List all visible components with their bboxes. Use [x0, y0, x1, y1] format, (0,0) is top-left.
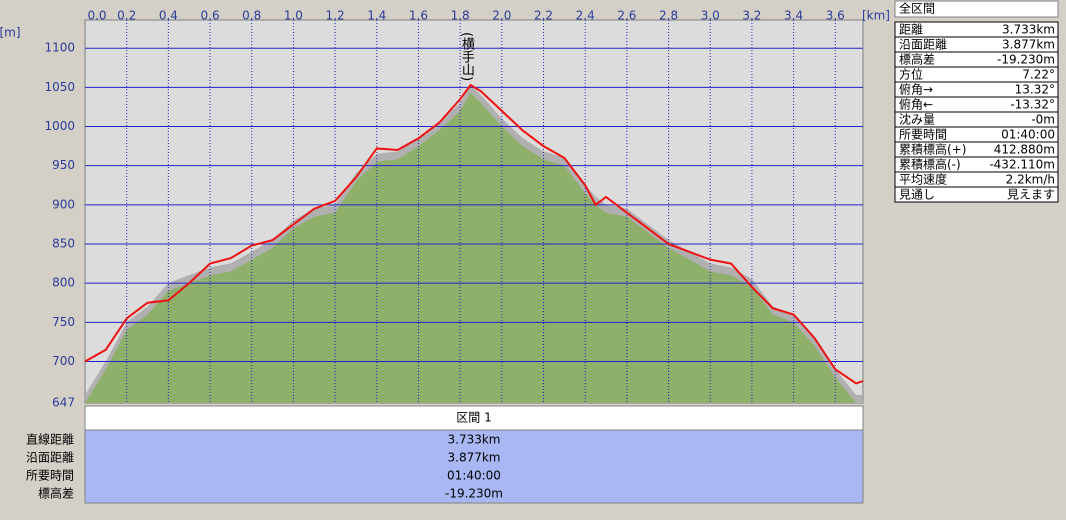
- x-tick-label: 0.6: [201, 9, 220, 23]
- summary-title: 全区間: [899, 1, 935, 16]
- x-tick-label: 3.6: [826, 9, 845, 23]
- y-tick-label: 1100: [44, 41, 75, 55]
- row-value: 3.733km: [448, 433, 501, 447]
- section-header-bg: [84, 405, 864, 431]
- row-label: 沿面距離: [26, 451, 74, 465]
- summary-value: 3.733km: [1002, 23, 1055, 37]
- section-header: 区間 1: [456, 411, 491, 425]
- x-tick-label: 1.2: [326, 9, 345, 23]
- summary-label: 沈み量: [899, 112, 935, 127]
- y-unit-label: [m]: [0, 26, 21, 40]
- x-tick-label: 0.0: [87, 9, 106, 23]
- y-tick-label: 700: [52, 354, 75, 368]
- summary-label: 累積標高(-): [899, 157, 961, 172]
- summary-label: 俯角→: [899, 82, 933, 97]
- summary-label: 平均速度: [899, 172, 947, 187]
- summary-value: 412.880m: [994, 143, 1055, 157]
- summary-label: 見通し: [899, 188, 935, 202]
- x-tick-label: 3.4: [784, 9, 803, 23]
- summary-value: 見えます: [1007, 188, 1055, 202]
- y-tick-label: 1000: [44, 119, 75, 133]
- x-tick-label: 1.6: [409, 9, 428, 23]
- row-label: 標高差: [38, 486, 74, 501]
- section-body-bg: [84, 429, 864, 504]
- x-tick-label: 0.8: [242, 9, 261, 23]
- summary-label: 方位: [899, 67, 923, 82]
- summary-value: -0m: [1031, 113, 1055, 127]
- y-tick-label: 647: [52, 396, 75, 410]
- x-tick-label: 2.2: [534, 9, 553, 23]
- y-tick-label: 800: [52, 276, 75, 290]
- summary-value: -13.32°: [1010, 98, 1055, 112]
- summary-title-bg: [894, 0, 1059, 18]
- x-tick-label: 0.2: [117, 9, 136, 23]
- x-tick-label: 3.0: [701, 9, 720, 23]
- x-tick-label: 2.8: [659, 9, 678, 23]
- summary-label: 距離: [899, 23, 923, 37]
- y-tick-label: 850: [52, 237, 75, 251]
- summary-value: 01:40:00: [1001, 128, 1055, 142]
- summary-value: -19.230m: [997, 53, 1055, 67]
- row-label: 直線距離: [26, 432, 74, 447]
- y-tick-label: 1050: [44, 80, 75, 94]
- y-tick-label: 950: [52, 158, 75, 172]
- x-tick-label: 1.4: [367, 9, 386, 23]
- summary-label: 俯角←: [899, 97, 933, 112]
- summary-value: 7.22°: [1022, 68, 1055, 82]
- summary-value: -432.110m: [989, 158, 1055, 172]
- y-tick-label: 900: [52, 197, 75, 211]
- x-tick-label: 2.4: [576, 9, 595, 23]
- summary-label: 標高差: [899, 52, 935, 67]
- x-unit-label: [km]: [862, 9, 890, 23]
- x-tick-label: 1.8: [451, 9, 470, 23]
- summary-label: 累積標高(+): [899, 142, 966, 157]
- row-value: 01:40:00: [447, 469, 501, 483]
- summary-label: 所要時間: [899, 128, 947, 142]
- summary-value: 2.2km/h: [1006, 173, 1055, 187]
- y-tick-label: 750: [52, 315, 75, 329]
- row-value: -19.230m: [445, 487, 503, 501]
- x-tick-label: 3.2: [742, 9, 761, 23]
- row-value: 3.877km: [448, 451, 501, 465]
- x-tick-label: 2.6: [617, 9, 636, 23]
- x-tick-label: 2.0: [492, 9, 511, 23]
- summary-label: 沿面距離: [899, 38, 947, 52]
- row-label: 所要時間: [26, 469, 74, 483]
- terrain-area: [85, 92, 863, 404]
- route-line: [84, 83, 864, 385]
- summary-value: 13.32°: [1015, 83, 1055, 97]
- x-tick-label: 0.4: [159, 9, 178, 23]
- peak-label: (横手山): [459, 32, 475, 81]
- summary-value: 3.877km: [1002, 38, 1055, 52]
- x-tick-label: 1.0: [284, 9, 303, 23]
